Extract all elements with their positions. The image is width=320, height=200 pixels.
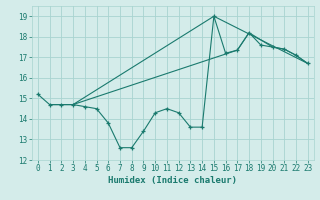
X-axis label: Humidex (Indice chaleur): Humidex (Indice chaleur) [108, 176, 237, 185]
